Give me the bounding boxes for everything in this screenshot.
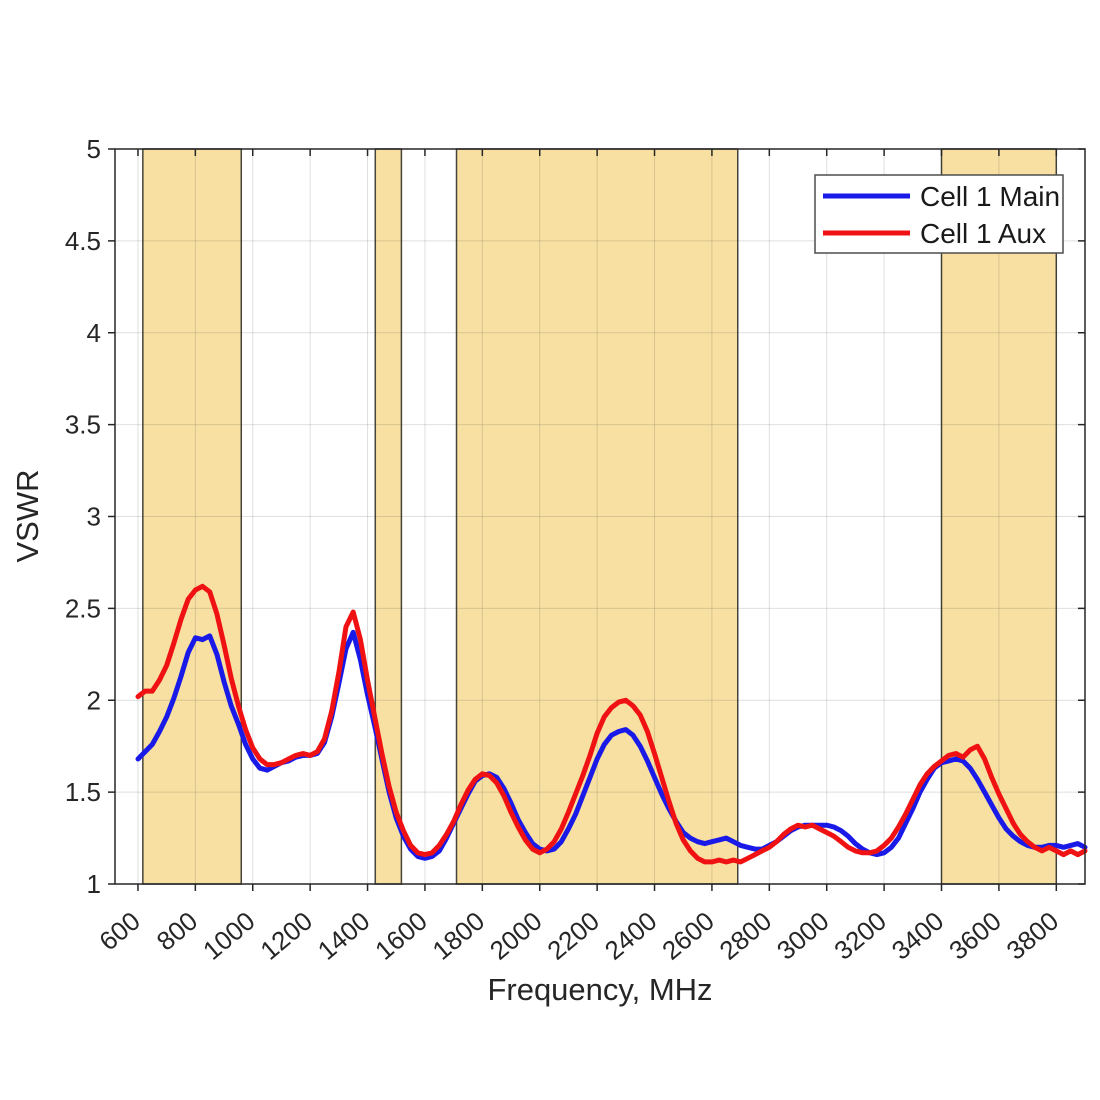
x-tick-label: 2800 bbox=[714, 906, 778, 966]
plot-area: 600 8001000120014001600180020002200240026… bbox=[65, 134, 1088, 966]
highlight-band bbox=[142, 148, 243, 885]
x-tick-label: 1800 bbox=[427, 906, 491, 966]
x-tick-label: 1200 bbox=[254, 906, 318, 966]
y-tick-label: 2 bbox=[87, 685, 101, 715]
x-tick-label: 1400 bbox=[312, 906, 376, 966]
x-tick-label: 2200 bbox=[541, 906, 605, 966]
x-tick-label: 3400 bbox=[886, 906, 950, 966]
legend-label-cell-1-aux: Cell 1 Aux bbox=[920, 218, 1046, 249]
x-tick-label: 3600 bbox=[943, 906, 1007, 966]
y-axis-label: VSWR bbox=[10, 470, 45, 563]
x-tick-label: 3800 bbox=[1001, 906, 1065, 966]
y-tick-label: 5 bbox=[87, 134, 101, 164]
x-tick-label: 600 bbox=[93, 906, 146, 957]
y-tick-label: 2.5 bbox=[65, 593, 101, 623]
x-tick-label: 1000 bbox=[197, 906, 261, 966]
y-tick-label: 1 bbox=[87, 869, 101, 899]
x-tick-label: 2400 bbox=[599, 906, 663, 966]
y-tick-label: 1.5 bbox=[65, 777, 101, 807]
x-tick-label: 2000 bbox=[484, 906, 548, 966]
x-tick-label: 800 bbox=[151, 906, 204, 957]
x-tick-label: 3200 bbox=[828, 906, 892, 966]
x-tick-label: 2600 bbox=[656, 906, 720, 966]
x-axis-label: Frequency, MHz bbox=[487, 972, 712, 1007]
legend-box bbox=[814, 174, 1064, 254]
y-tick-label: 3.5 bbox=[65, 410, 101, 440]
highlight-band bbox=[374, 148, 403, 885]
x-tick-label: 1600 bbox=[369, 906, 433, 966]
legend-label-cell-1-main: Cell 1 Main bbox=[920, 181, 1060, 212]
y-tick-label: 4 bbox=[87, 318, 101, 348]
y-tick-label: 3 bbox=[87, 502, 101, 532]
legend: Cell 1 Main Cell 1 Aux bbox=[814, 174, 1064, 254]
x-tick-label: 3000 bbox=[771, 906, 835, 966]
y-tick-label: 4.5 bbox=[65, 226, 101, 256]
series-line-cell-1-aux bbox=[135, 583, 1088, 865]
